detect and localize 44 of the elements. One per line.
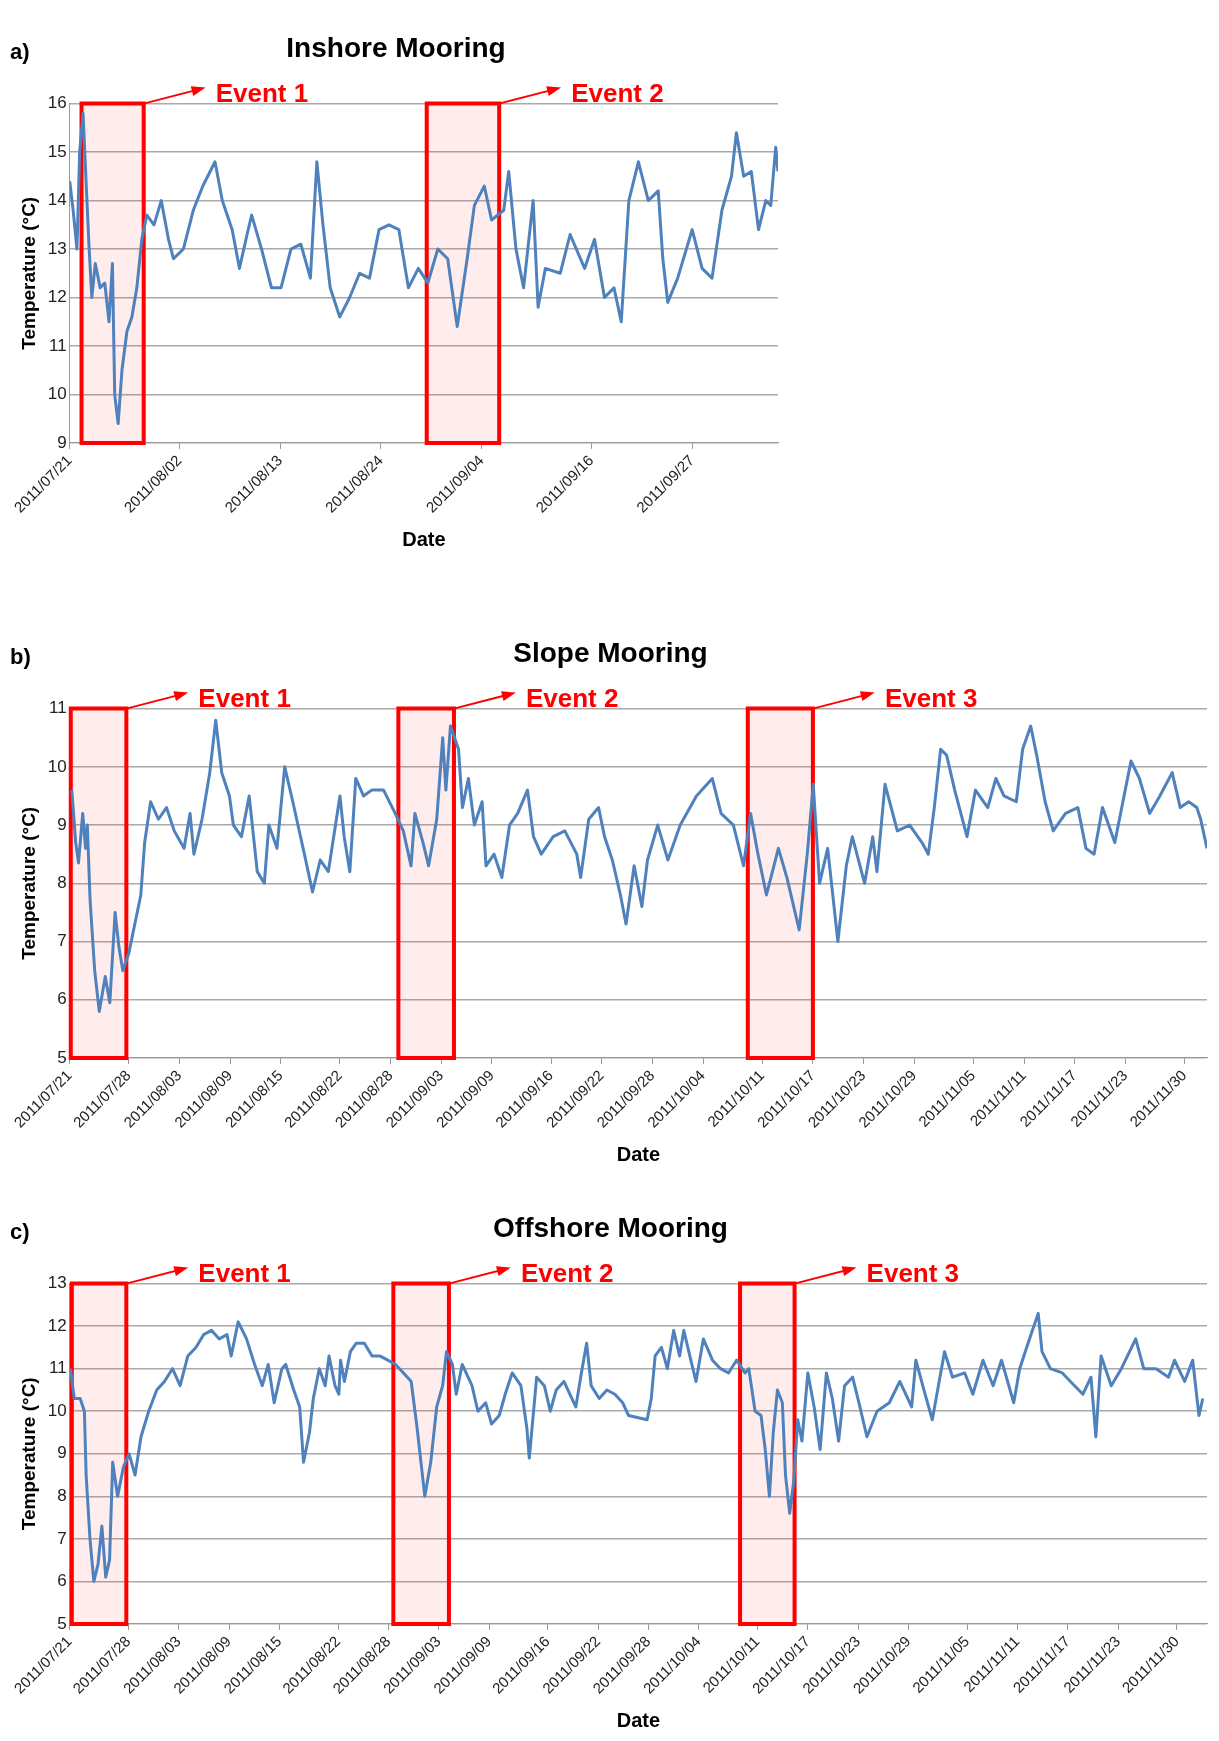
y-tick-label: 9	[57, 1443, 67, 1463]
x-axis-title: Date	[616, 1142, 661, 1165]
band-label: Event 2	[571, 77, 664, 108]
band-label: Event 3	[866, 1257, 960, 1288]
y-tick-label: 11	[49, 1358, 67, 1378]
y-tick-label: 11	[49, 698, 67, 718]
y-tick-label: 5	[57, 1613, 67, 1633]
chart-title: Slope Mooring	[513, 636, 708, 668]
band-label: Event 1	[198, 1257, 291, 1288]
band-label: Event 3	[884, 682, 978, 713]
y-axis-title: Temperature (°C)	[17, 806, 39, 960]
y-axis-title: Temperature (°C)	[17, 1377, 39, 1531]
y-tick-label: 13	[47, 238, 67, 258]
y-tick-label: 8	[57, 872, 67, 892]
y-tick-label: 6	[57, 989, 67, 1009]
text: a)	[10, 39, 30, 65]
y-tick-label: 10	[47, 1400, 67, 1420]
band-label: Event 2	[520, 1257, 614, 1288]
y-tick-label: 7	[57, 1528, 67, 1548]
y-tick-label: 10	[47, 756, 67, 776]
y-tick-label: 14	[47, 190, 67, 210]
band-label: Event 2	[525, 682, 619, 713]
text: c)	[10, 1219, 30, 1245]
band-label: Event 1	[198, 682, 291, 713]
x-axis-title: Date	[616, 1708, 661, 1731]
y-tick-label: 5	[57, 1047, 67, 1067]
y-tick-label: 16	[47, 93, 67, 113]
y-tick-label: 13	[47, 1273, 67, 1293]
y-axis-title: Temperature (°C)	[17, 196, 39, 350]
y-tick-label: 6	[57, 1571, 67, 1591]
y-tick-label: 8	[57, 1486, 67, 1506]
y-tick-label: 7	[57, 931, 67, 951]
y-tick-label: 9	[57, 814, 67, 834]
y-tick-label: 15	[47, 141, 67, 161]
y-tick-label: 12	[47, 287, 67, 307]
band-label: Event 1	[215, 77, 309, 108]
y-tick-label: 11	[49, 335, 67, 355]
y-tick-label: 10	[47, 384, 67, 404]
x-axis-title: Date	[402, 527, 446, 550]
chart-title: Inshore Mooring	[286, 31, 506, 63]
y-tick-label: 9	[57, 432, 67, 452]
text: b)	[10, 644, 31, 670]
chart-title: Offshore Mooring	[493, 1211, 728, 1243]
y-tick-label: 12	[47, 1315, 67, 1335]
